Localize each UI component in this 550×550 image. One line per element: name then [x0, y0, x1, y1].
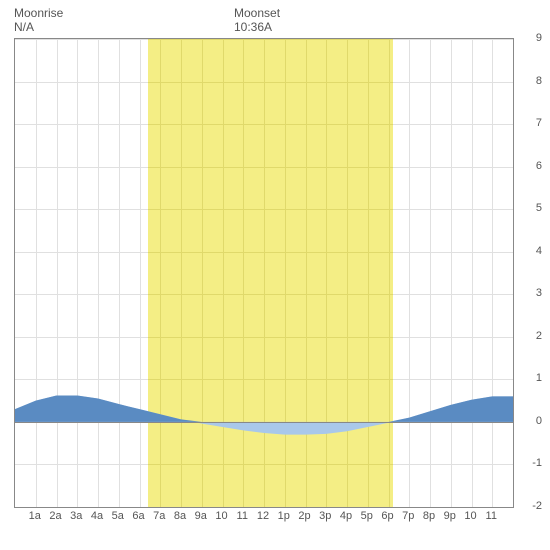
y-tick-label: 2 — [518, 330, 542, 342]
y-tick-label: 0 — [518, 415, 542, 427]
y-tick-label: 6 — [518, 160, 542, 172]
x-tick-label: 1p — [278, 510, 290, 522]
moonset-block: Moonset 10:36A — [234, 6, 280, 34]
grid-line-h — [148, 507, 393, 508]
y-tick-label: 4 — [518, 245, 542, 257]
zero-line — [15, 422, 513, 423]
grid-line-h — [15, 507, 513, 508]
x-tick-label: 1a — [29, 510, 41, 522]
x-tick-label: 10 — [464, 510, 476, 522]
tide-curve — [15, 39, 513, 507]
x-axis-ticks: 1a 2a 3a 4a 5a 6a 7a 8a 9a 10 11 12 1p 2p 3p 4p 5p 6p 7p 8p… — [14, 510, 514, 540]
x-tick-label: 9a — [195, 510, 207, 522]
x-tick-label: 11 — [237, 510, 248, 522]
moonset-value: 10:36A — [234, 20, 280, 34]
x-tick-label: 12 — [257, 510, 269, 522]
y-tick-label: 8 — [518, 75, 542, 87]
x-tick-label: 4p — [340, 510, 352, 522]
x-tick-label: 4a — [91, 510, 103, 522]
y-tick-label: 5 — [518, 202, 542, 214]
x-tick-label: 2p — [298, 510, 310, 522]
moonrise-label: Moonrise — [14, 6, 63, 20]
y-tick-label: 9 — [518, 32, 542, 44]
x-tick-label: 5p — [361, 510, 373, 522]
x-tick-label: 7p — [402, 510, 414, 522]
x-tick-label: 8p — [423, 510, 435, 522]
x-tick-label: 3a — [70, 510, 82, 522]
x-tick-label: 5a — [112, 510, 124, 522]
x-tick-label: 2a — [49, 510, 61, 522]
x-tick-label: 10 — [215, 510, 227, 522]
tide-chart-container: Moonrise N/A Moonset 10:36A 1a 2a 3a 4a 5a 6a… — [6, 6, 544, 544]
y-tick-label: 7 — [518, 117, 542, 129]
y-tick-label: -1 — [518, 457, 542, 469]
y-tick-label: 3 — [518, 287, 542, 299]
x-tick-label: 11 — [486, 510, 497, 522]
x-tick-label: 8a — [174, 510, 186, 522]
header-labels: Moonrise N/A Moonset 10:36A — [6, 6, 544, 36]
plot-area — [14, 38, 514, 508]
x-tick-label: 9p — [444, 510, 456, 522]
x-tick-label: 7a — [153, 510, 165, 522]
y-axis-ticks: -2-10123456789 — [518, 38, 542, 508]
moonset-label: Moonset — [234, 6, 280, 20]
moonrise-value: N/A — [14, 20, 63, 34]
x-tick-label: 6a — [132, 510, 144, 522]
moonrise-block: Moonrise N/A — [14, 6, 63, 34]
x-tick-label: 6p — [381, 510, 393, 522]
y-tick-label: -2 — [518, 500, 542, 512]
y-tick-label: 1 — [518, 372, 542, 384]
x-tick-label: 3p — [319, 510, 331, 522]
